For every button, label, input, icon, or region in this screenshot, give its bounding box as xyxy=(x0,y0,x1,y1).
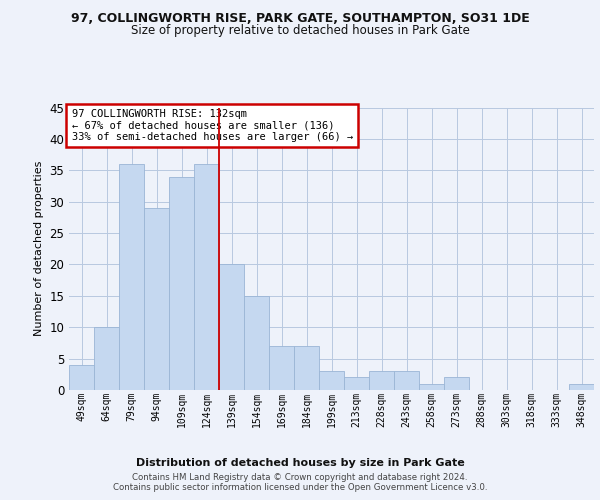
Bar xyxy=(169,176,194,390)
Text: 97 COLLINGWORTH RISE: 132sqm
← 67% of detached houses are smaller (136)
33% of s: 97 COLLINGWORTH RISE: 132sqm ← 67% of de… xyxy=(71,109,353,142)
Bar xyxy=(569,384,594,390)
Bar xyxy=(244,296,269,390)
Bar xyxy=(119,164,144,390)
Bar xyxy=(394,371,419,390)
Bar xyxy=(344,378,369,390)
Bar xyxy=(69,365,94,390)
Text: Distribution of detached houses by size in Park Gate: Distribution of detached houses by size … xyxy=(136,458,464,468)
Text: Contains HM Land Registry data © Crown copyright and database right 2024.
Contai: Contains HM Land Registry data © Crown c… xyxy=(113,473,487,492)
Bar xyxy=(444,378,469,390)
Bar xyxy=(219,264,244,390)
Bar xyxy=(269,346,294,390)
Bar xyxy=(419,384,444,390)
Y-axis label: Number of detached properties: Number of detached properties xyxy=(34,161,44,336)
Text: Size of property relative to detached houses in Park Gate: Size of property relative to detached ho… xyxy=(131,24,469,37)
Text: 97, COLLINGWORTH RISE, PARK GATE, SOUTHAMPTON, SO31 1DE: 97, COLLINGWORTH RISE, PARK GATE, SOUTHA… xyxy=(71,12,529,26)
Bar xyxy=(319,371,344,390)
Bar xyxy=(294,346,319,390)
Bar xyxy=(94,327,119,390)
Bar xyxy=(194,164,219,390)
Bar xyxy=(369,371,394,390)
Bar xyxy=(144,208,169,390)
